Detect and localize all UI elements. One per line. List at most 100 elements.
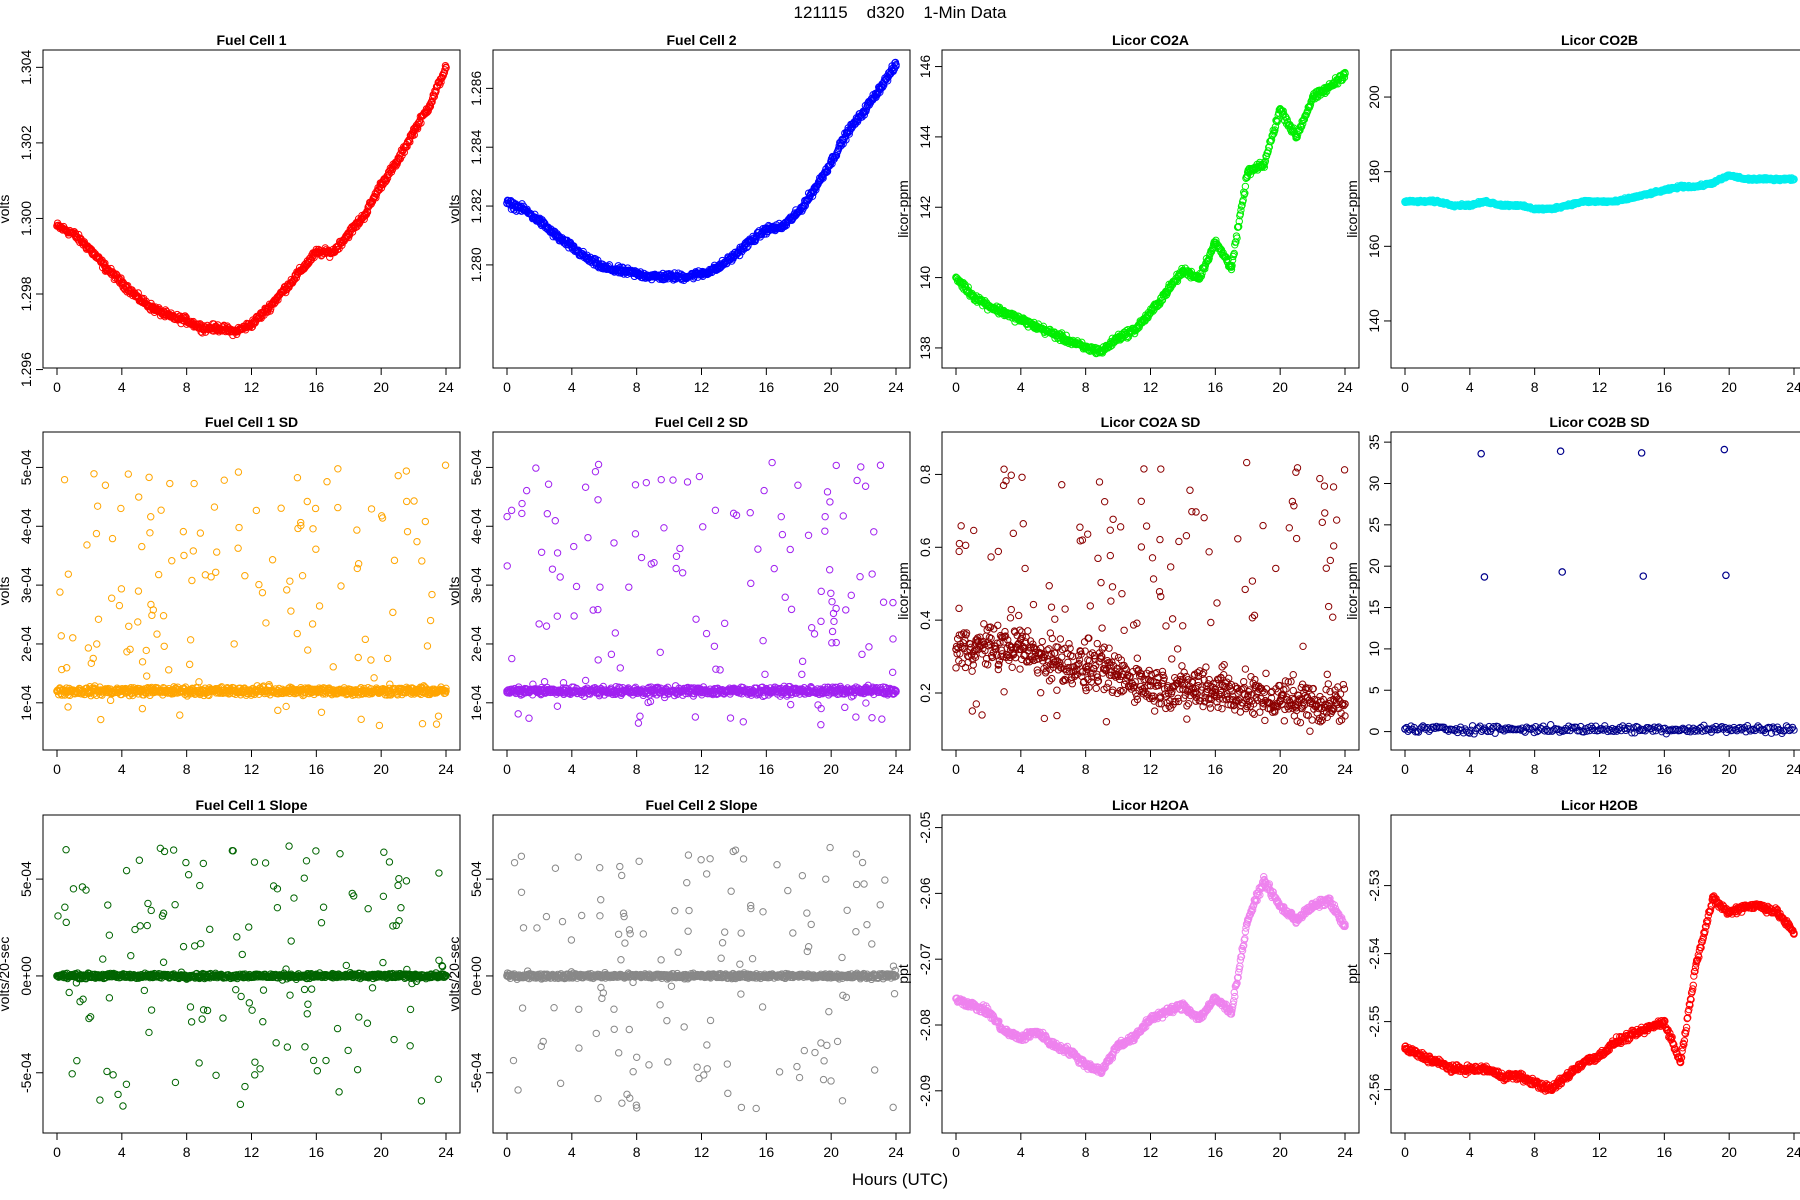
- y-axis-label: licor-ppm: [895, 562, 911, 620]
- data-points: [503, 458, 900, 729]
- x-tick-label: 24: [438, 761, 454, 777]
- data-point: [720, 619, 729, 628]
- data-point: [159, 612, 168, 620]
- data-point: [124, 470, 132, 478]
- data-point: [857, 463, 865, 471]
- data-point: [93, 502, 102, 510]
- data-point: [716, 666, 724, 674]
- data-point: [329, 663, 337, 671]
- y-tick-label: 5e-04: [468, 449, 484, 485]
- data-point: [596, 583, 604, 591]
- y-tick-label: 1.296: [18, 352, 34, 387]
- chart-title: Licor CO2A: [1112, 32, 1189, 48]
- data-point: [807, 624, 816, 632]
- data-point: [832, 604, 840, 613]
- data-point: [402, 497, 411, 506]
- data-point: [154, 570, 163, 579]
- data-point: [115, 601, 124, 610]
- y-tick-label: 0.8: [917, 464, 933, 484]
- data-point: [607, 650, 616, 659]
- data-point: [594, 656, 602, 664]
- y-tick-label: 2e-04: [468, 626, 484, 662]
- data-point: [514, 710, 522, 718]
- data-point: [868, 714, 876, 722]
- data-point: [804, 531, 813, 539]
- y-axis-label: volts: [0, 195, 12, 224]
- data-point: [92, 529, 101, 538]
- data-point: [584, 533, 592, 542]
- x-tick-label: 24: [438, 379, 454, 395]
- data-point: [134, 289, 142, 297]
- data-point: [821, 527, 829, 535]
- x-tick-label: 24: [888, 761, 904, 777]
- data-point: [357, 715, 365, 724]
- x-tick-label: 16: [1657, 379, 1673, 395]
- y-tick-label: 1.280: [468, 247, 484, 282]
- data-point: [746, 509, 754, 517]
- data-point: [817, 721, 825, 729]
- data-point: [308, 620, 317, 628]
- data-point: [90, 470, 98, 478]
- data-point: [1241, 182, 1250, 191]
- data-point: [525, 714, 533, 722]
- data-point: [827, 589, 835, 597]
- data-point: [213, 548, 221, 556]
- y-tick-label: 146: [917, 55, 933, 79]
- y-tick-label: 2e-04: [18, 626, 34, 662]
- data-point: [625, 583, 633, 591]
- y-axis-label: volts: [446, 577, 462, 606]
- data-point: [794, 481, 802, 489]
- x-tick-label: 8: [1531, 379, 1539, 395]
- data-point: [594, 496, 602, 504]
- y-tick-label: 180: [1366, 160, 1382, 184]
- y-tick-label: 140: [1366, 309, 1382, 333]
- data-point: [168, 557, 176, 565]
- x-tick-label: 8: [633, 379, 641, 395]
- data-point: [268, 556, 277, 564]
- x-tick-label: 0: [1401, 379, 1409, 395]
- data-point: [518, 499, 526, 508]
- y-tick-label: 142: [917, 195, 933, 219]
- data-point: [798, 657, 807, 666]
- data-point: [286, 577, 294, 585]
- chart-title: Fuel Cell 2: [666, 32, 736, 48]
- data-point: [282, 702, 290, 711]
- data-point: [669, 476, 677, 484]
- x-tick-label: 4: [118, 379, 126, 395]
- data-point: [434, 712, 443, 720]
- y-tick-label: 1.282: [468, 188, 484, 223]
- y-tick-label: 0.6: [917, 537, 933, 557]
- x-tick-label: 20: [373, 379, 389, 395]
- data-point: [180, 551, 188, 560]
- data-point: [309, 525, 317, 533]
- data-point: [503, 562, 511, 570]
- y-tick-label: 0.2: [917, 683, 933, 703]
- x-tick-label: 16: [309, 379, 325, 395]
- data-point: [75, 230, 83, 239]
- x-tick-label: 0: [952, 761, 960, 777]
- data-point: [426, 616, 435, 625]
- data-point: [768, 458, 776, 467]
- data-point: [277, 504, 285, 512]
- data-point: [760, 486, 768, 495]
- data-point: [995, 656, 1004, 665]
- data-point: [594, 605, 602, 614]
- data-point: [968, 667, 976, 675]
- data-point: [262, 619, 270, 627]
- y-tick-label: 144: [917, 125, 933, 149]
- chart-title: Fuel Cell 1 SD: [205, 414, 298, 430]
- data-point: [418, 720, 427, 728]
- x-tick-label: 24: [1337, 379, 1353, 395]
- data-point: [616, 664, 624, 672]
- data-point: [591, 467, 600, 476]
- data-point: [889, 635, 897, 643]
- data-point: [303, 497, 311, 506]
- data-point: [832, 461, 840, 470]
- x-tick-label: 16: [759, 379, 775, 395]
- data-point: [984, 661, 992, 669]
- data-point: [160, 642, 168, 650]
